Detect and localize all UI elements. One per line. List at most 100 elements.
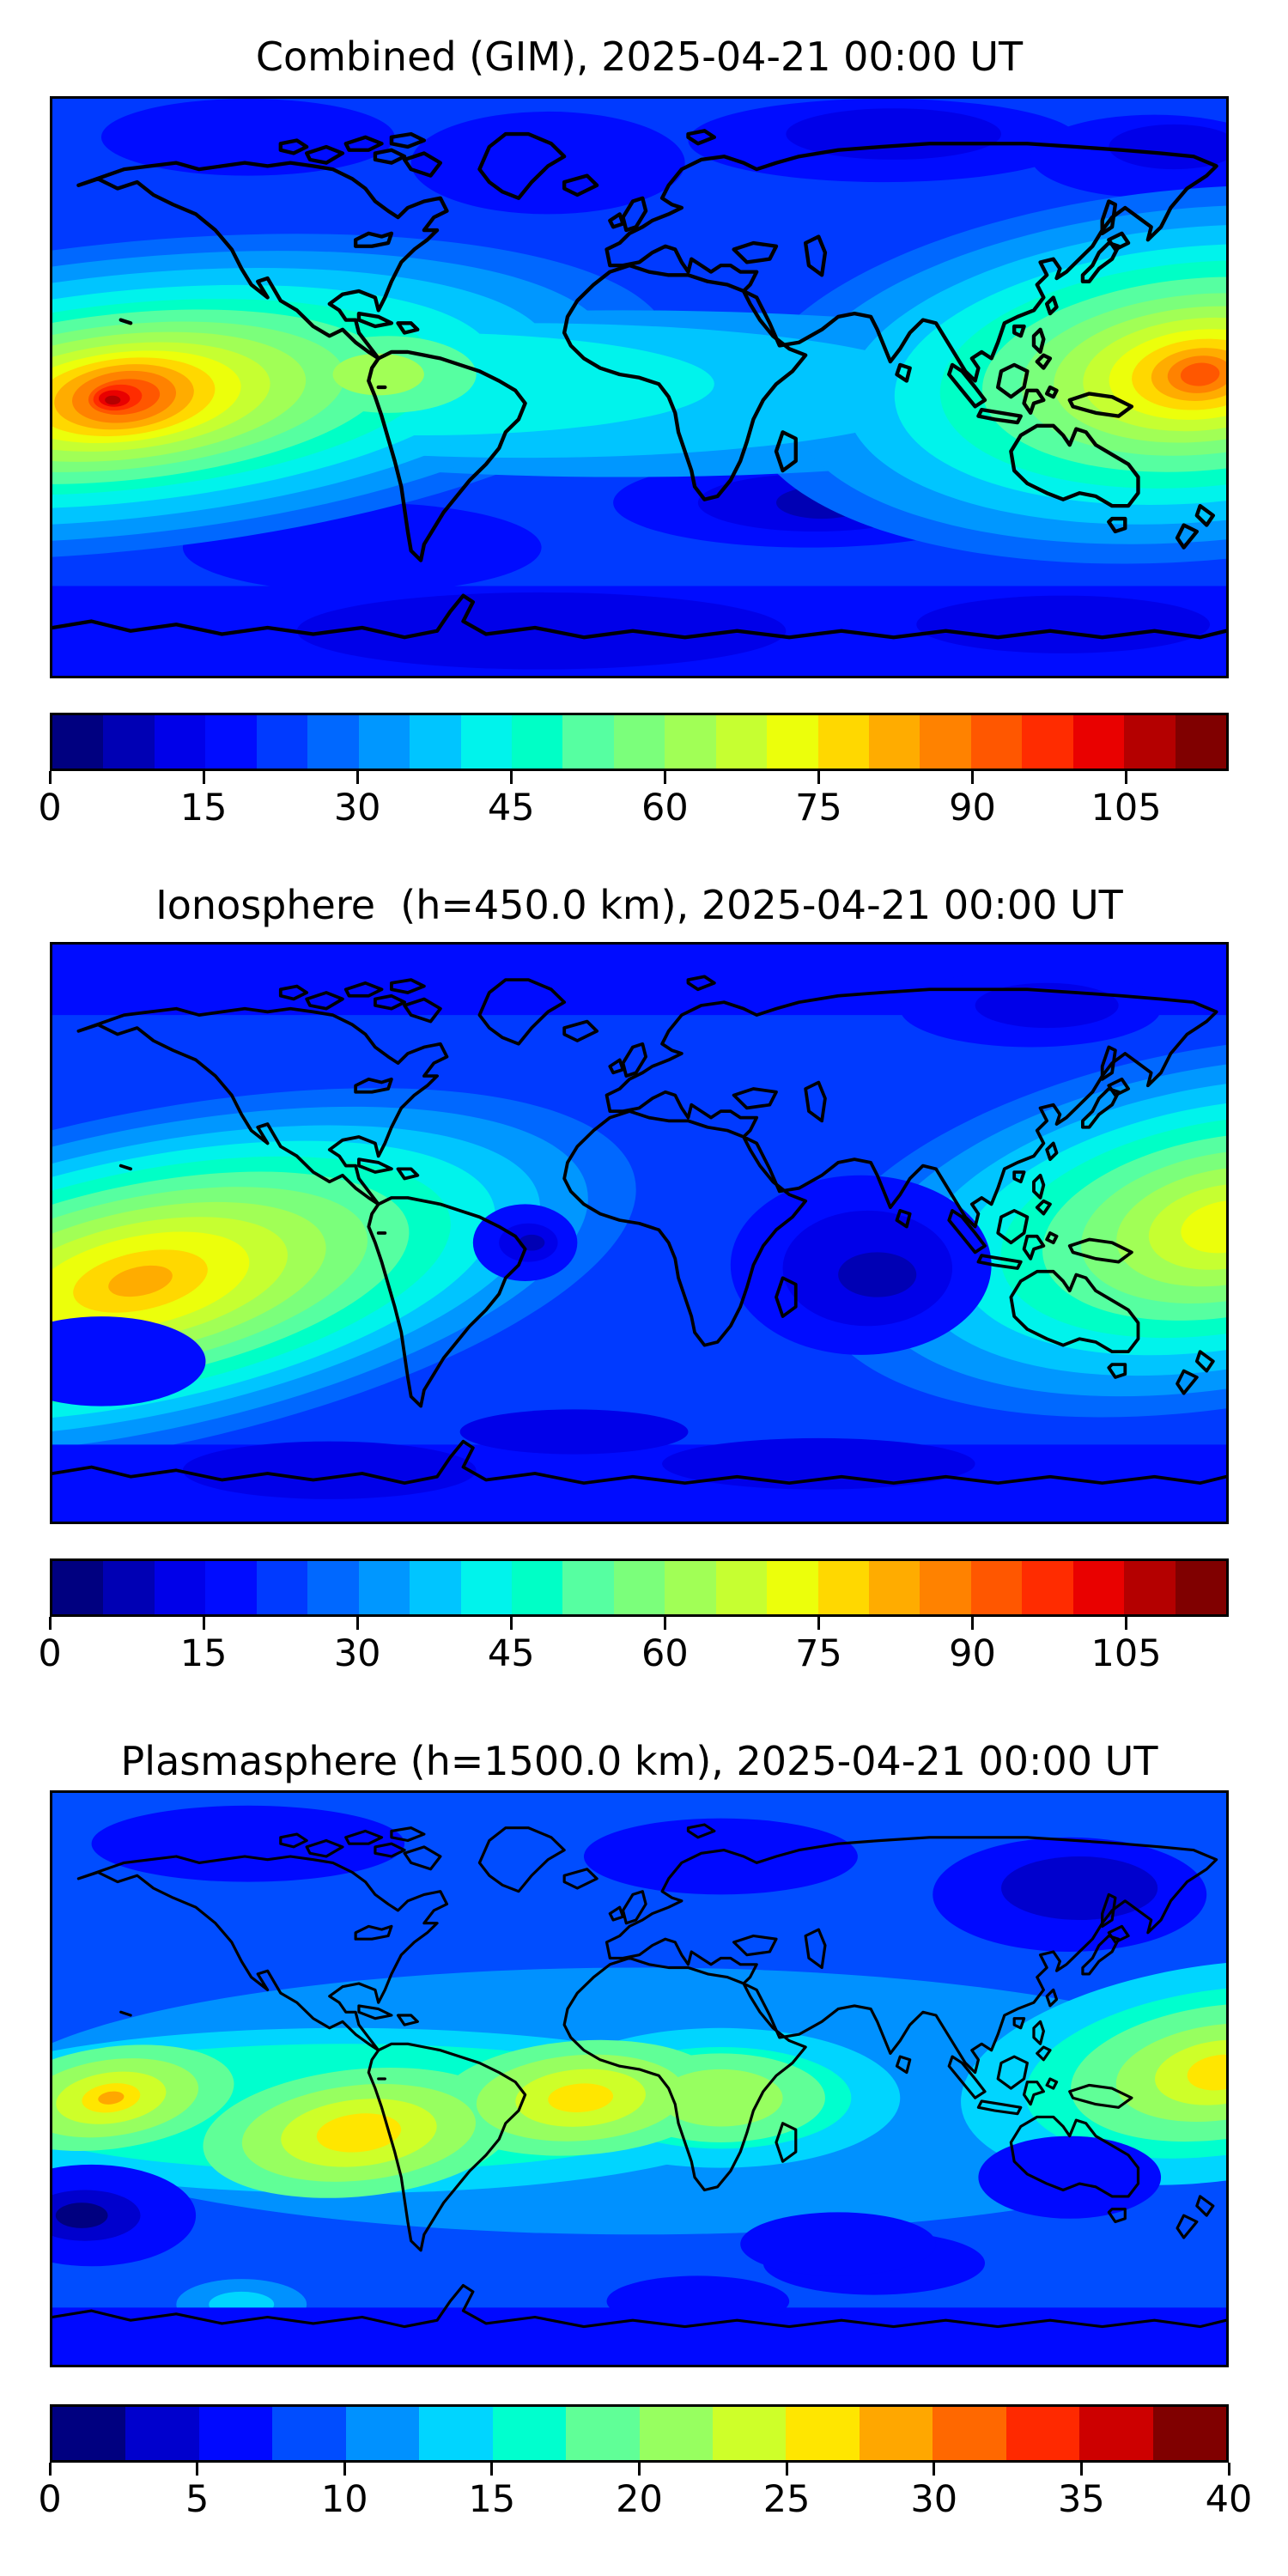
colorbar-segment [307, 1561, 359, 1614]
colorbar-tick-mark [48, 1617, 52, 1630]
colorbar-segment [1022, 715, 1073, 769]
colorbar-segment [205, 715, 257, 769]
colorbar-tick-label: 35 [1058, 2478, 1105, 2521]
colorbar-segment [52, 1561, 104, 1614]
colorbar-segment [511, 715, 563, 769]
colorbar-tick-label: 45 [487, 787, 535, 829]
panel-title-ionosphere: Ionosphere (h=450.0 km), 2025-04-21 00:0… [155, 882, 1123, 928]
colorbar-tick-mark [48, 771, 52, 784]
colorbar-tick-mark [971, 1617, 975, 1630]
colorbar-segment [492, 2407, 567, 2460]
colorbar-segment [1079, 2407, 1153, 2460]
colorbar-segment [566, 2407, 640, 2460]
colorbar-segment [256, 1561, 308, 1614]
colorbar-segment [1005, 2407, 1080, 2460]
colorbar-segment [786, 2407, 860, 2460]
colorbar-segment [665, 1561, 716, 1614]
colorbar-segment [665, 715, 716, 769]
colorbar-labels-combined: 0 15 30 45 60 75 90 105 [38, 787, 1229, 835]
colorbar-tick-mark [196, 2463, 199, 2476]
colorbar-segment [562, 715, 614, 769]
colorbar-segment [817, 1561, 869, 1614]
colorbar-ionosphere [50, 1558, 1229, 1617]
map-canvas-plasmasphere [52, 1793, 1226, 2365]
colorbar-tick-label: 75 [795, 1632, 842, 1675]
colorbar-tick-label: 60 [641, 1632, 689, 1675]
colorbar-tick-label: 105 [1091, 787, 1162, 829]
colorbar-segment [410, 1561, 461, 1614]
colorbar-segment [256, 715, 308, 769]
colorbar-segment [869, 715, 920, 769]
colorbar-tick-mark [1079, 2463, 1083, 2476]
colorbar-segment [358, 715, 410, 769]
colorbar-tick-mark [355, 1617, 359, 1630]
colorbar-tick-label: 40 [1205, 2478, 1253, 2521]
colorbar-plasmasphere [50, 2404, 1229, 2463]
colorbar-labels-ionosphere: 0 15 30 45 60 75 90 105 [38, 1632, 1229, 1680]
colorbar-tick-mark [933, 2463, 936, 2476]
map-ionosphere [50, 942, 1229, 1524]
colorbar-segment [125, 2407, 199, 2460]
map-canvas-ionosphere [52, 945, 1226, 1522]
colorbar-segment [715, 715, 768, 769]
colorbar-segment [859, 2407, 933, 2460]
colorbar-segment [419, 2407, 493, 2460]
colorbar-tick-mark [1125, 1617, 1128, 1630]
colorbar-ticks-plasmasphere [48, 2463, 1230, 2476]
colorbar-tick-label: 15 [468, 2478, 516, 2521]
colorbar-segment [562, 1561, 614, 1614]
colorbar-tick-label: 45 [487, 1632, 535, 1675]
colorbar-labels-plasmasphere: 0 5 10 15 20 25 30 35 40 [38, 2478, 1252, 2526]
colorbar-tick-label: 30 [333, 1632, 381, 1675]
colorbar-combined [50, 713, 1229, 771]
colorbar-tick-label: 60 [641, 787, 689, 829]
panel-title-plasmasphere: Plasmasphere (h=1500.0 km), 2025-04-21 0… [120, 1738, 1158, 1784]
colorbar-tick-mark [48, 2463, 52, 2476]
colorbar-tick-label: 0 [38, 1632, 62, 1675]
colorbar-tick-label: 10 [320, 2478, 368, 2521]
colorbar-ticks-ionosphere [48, 1617, 1229, 1630]
colorbar-tick-label: 0 [38, 787, 62, 829]
colorbar-segment [154, 1561, 206, 1614]
colorbar-tick-mark [343, 2463, 346, 2476]
colorbar-segment [198, 2407, 273, 2460]
colorbar-segment [358, 1561, 410, 1614]
colorbar-segment [767, 715, 818, 769]
colorbar-segment [715, 1561, 768, 1614]
colorbar-segment [1152, 2407, 1226, 2460]
colorbar-segment [1124, 715, 1176, 769]
colorbar-segment [920, 715, 971, 769]
colorbar-tick-label: 25 [762, 2478, 811, 2521]
colorbar-segment [613, 715, 665, 769]
colorbar-segment [613, 1561, 665, 1614]
colorbar-tick-label: 75 [795, 787, 842, 829]
panel-title-combined: Combined (GIM), 2025-04-21 00:00 UT [255, 33, 1024, 80]
colorbar-segment [272, 2407, 346, 2460]
colorbar-segment [103, 715, 155, 769]
colorbar-segment [767, 1561, 818, 1614]
colorbar-segment [1072, 1561, 1125, 1614]
colorbar-segment [460, 715, 512, 769]
colorbar-segment [345, 2407, 420, 2460]
colorbar-tick-label: 15 [179, 787, 228, 829]
colorbar-segment [817, 715, 869, 769]
colorbar-ticks-combined [48, 771, 1229, 784]
colorbar-tick-label: 105 [1091, 1632, 1162, 1675]
colorbar-segment [205, 1561, 257, 1614]
colorbar-tick-mark [785, 2463, 788, 2476]
map-plasmasphere [50, 1790, 1229, 2367]
map-combined [50, 96, 1229, 678]
colorbar-segment [920, 1561, 971, 1614]
colorbar-tick-mark [1125, 771, 1128, 784]
colorbar-tick-mark [355, 771, 359, 784]
colorbar-segment [1175, 1561, 1227, 1614]
colorbar-segment [52, 715, 104, 769]
colorbar-segment [970, 1561, 1023, 1614]
colorbar-segment [103, 1561, 155, 1614]
colorbar-segment [1022, 1561, 1073, 1614]
colorbar-segment [970, 715, 1023, 769]
colorbar-segment [1175, 715, 1227, 769]
colorbar-segment [511, 1561, 563, 1614]
colorbar-tick-mark [202, 771, 205, 784]
colorbar-tick-mark [663, 1617, 666, 1630]
